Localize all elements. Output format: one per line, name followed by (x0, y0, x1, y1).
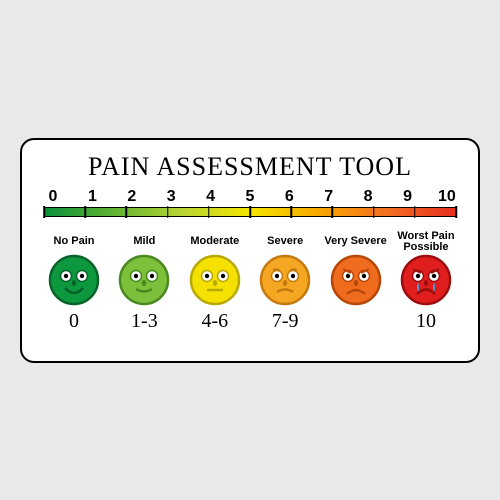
scale-number: 5 (241, 188, 259, 206)
scale-number: 0 (44, 188, 62, 206)
scale-number: 7 (320, 188, 338, 206)
level-range: 1-3 (131, 310, 158, 333)
pain-assessment-card: PAIN ASSESSMENT TOOL 0 1 2 3 4 5 6 7 8 9 10 No Pai… (20, 138, 480, 363)
level-range: 0 (69, 310, 79, 333)
pain-level: Worst Pain Possible 10 (392, 230, 460, 333)
scale-number: 4 (202, 188, 220, 206)
scale-number: 3 (162, 188, 180, 206)
level-range: 4-6 (201, 310, 228, 333)
scale-number: 8 (359, 188, 377, 206)
face-icon (259, 254, 311, 306)
face-icon (400, 254, 452, 306)
level-label: Moderate (190, 230, 239, 254)
scale-number: 2 (123, 188, 141, 206)
pain-level: No Pain 0 (40, 230, 108, 333)
level-range: 10 (416, 310, 436, 333)
pain-level: Mild 1-3 (110, 230, 178, 333)
level-label: Mild (133, 230, 155, 254)
scale-number: 10 (438, 188, 456, 206)
scale-tick (84, 206, 86, 218)
pain-level: Very Severe (322, 230, 390, 333)
title: PAIN ASSESSMENT TOOL (88, 152, 412, 182)
pain-level: Severe 7-9 (251, 230, 319, 333)
scale-tick (208, 206, 210, 218)
scale-tick (290, 206, 292, 218)
face-icon (189, 254, 241, 306)
scale-tick (414, 206, 416, 218)
level-label: Worst Pain Possible (397, 230, 454, 254)
scale-tick (373, 206, 375, 218)
scale-tick (249, 206, 251, 218)
level-label: Very Severe (324, 230, 386, 254)
face-icon (48, 254, 100, 306)
level-range: 7-9 (272, 310, 299, 333)
number-scale: 0 1 2 3 4 5 6 7 8 9 10 (44, 188, 456, 228)
scale-number: 6 (280, 188, 298, 206)
scale-tick (332, 206, 334, 218)
scale-tick (167, 206, 169, 218)
level-label: No Pain (54, 230, 95, 254)
pain-level: Moderate 4-6 (181, 230, 249, 333)
scale-tick (43, 206, 45, 218)
scale-tick (455, 206, 457, 218)
face-icon (118, 254, 170, 306)
levels-row: No Pain 0Mild 1-3Moderate (40, 230, 460, 333)
scale-number: 1 (83, 188, 101, 206)
scale-tick (126, 206, 128, 218)
face-icon (330, 254, 382, 306)
scale-number: 9 (399, 188, 417, 206)
level-label: Severe (267, 230, 303, 254)
